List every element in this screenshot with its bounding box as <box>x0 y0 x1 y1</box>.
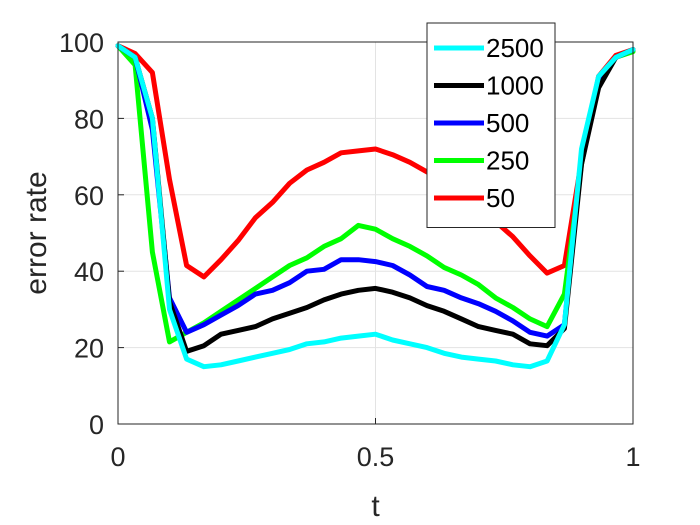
x-axis-title: t <box>371 490 380 523</box>
legend-label-50: 50 <box>486 183 515 213</box>
legend-label-2500: 2500 <box>486 33 544 63</box>
axis-ticks: 0 0.5 1 0 20 40 60 80 100 <box>59 28 641 472</box>
y-tick-label: 60 <box>74 181 104 211</box>
series-line-1000 <box>115 43 636 354</box>
y-tick-label: 0 <box>89 410 104 440</box>
y-tick-label: 100 <box>59 28 104 58</box>
x-tick-label: 0 <box>110 442 125 472</box>
legend: 2500 1000 500 250 50 <box>426 22 556 228</box>
x-tick-label: 1 <box>625 442 640 472</box>
y-tick-label: 20 <box>74 334 104 364</box>
legend-label-1000: 1000 <box>486 71 544 101</box>
x-tick-label: 0.5 <box>357 442 395 472</box>
series-line-50 <box>115 43 636 280</box>
y-axis-title: error rate <box>20 171 53 294</box>
series-line-2500 <box>115 43 636 370</box>
series-line-500 <box>115 43 636 339</box>
legend-label-250: 250 <box>486 146 529 176</box>
y-tick-label: 40 <box>74 257 104 287</box>
series-lines <box>115 43 636 370</box>
y-tick-label: 80 <box>74 104 104 134</box>
legend-label-500: 500 <box>486 108 529 138</box>
